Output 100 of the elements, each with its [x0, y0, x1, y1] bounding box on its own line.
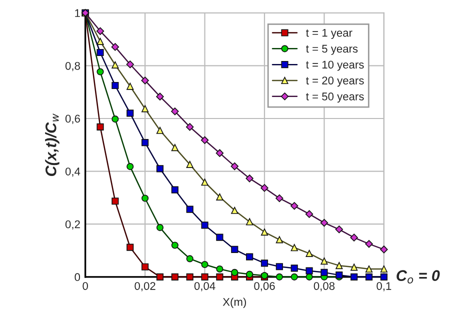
- y-tick-label: 0,8: [65, 62, 80, 72]
- point: [246, 253, 254, 260]
- point: [246, 174, 254, 182]
- point: [276, 236, 283, 244]
- y-axis-title: C(x,t)/C$_{w}$: [45, 114, 60, 176]
- point: [216, 273, 224, 280]
- point: [201, 222, 208, 229]
- point: [111, 43, 120, 51]
- point: [186, 273, 194, 280]
- point: [96, 68, 104, 76]
- x-tick-label: 0: [82, 282, 88, 290]
- point: [335, 226, 344, 234]
- point: [320, 258, 328, 265]
- x-tick-label: 0,1: [376, 282, 392, 292]
- point: [201, 260, 208, 268]
- point: [305, 210, 314, 218]
- point: [200, 136, 209, 144]
- point: [365, 265, 373, 273]
- text: C$_{o}$ = 0: [396, 270, 440, 284]
- legend-label: t = 5 years: [306, 44, 358, 55]
- point: [156, 126, 164, 134]
- point: [171, 144, 178, 152]
- point: [96, 123, 104, 130]
- point: [216, 149, 224, 157]
- point: [365, 273, 373, 280]
- point: [186, 123, 194, 131]
- point: [112, 198, 119, 205]
- point: [171, 242, 178, 249]
- point: [260, 228, 268, 236]
- point: [350, 273, 358, 280]
- point: [171, 108, 179, 116]
- point: [156, 92, 164, 100]
- legend-label: t = 10 years: [306, 60, 364, 71]
- point: [142, 263, 149, 270]
- point: [350, 264, 358, 271]
- point: [290, 202, 298, 210]
- point: [336, 262, 343, 270]
- point: [246, 218, 254, 226]
- x-tick-label: 0,06: [254, 282, 275, 292]
- point: [126, 163, 134, 170]
- point: [142, 194, 149, 202]
- x-tick-label: 0,02: [134, 282, 156, 292]
- point: [112, 61, 119, 68]
- y-tick-label: 1: [75, 9, 80, 17]
- y-tick-label: 0,2: [65, 220, 80, 230]
- point: [290, 273, 298, 280]
- point: [126, 82, 134, 90]
- point: [320, 218, 328, 227]
- point: [231, 268, 238, 276]
- point: [216, 234, 224, 241]
- point: [380, 265, 388, 273]
- x-tick-label: 0,04: [194, 282, 216, 292]
- point: [306, 273, 313, 280]
- point: [112, 115, 119, 123]
- point: [96, 38, 104, 45]
- point: [201, 273, 208, 280]
- point: [231, 246, 238, 254]
- point: [142, 105, 149, 112]
- y-tick-label: 0: [74, 273, 80, 282]
- point: [126, 110, 134, 117]
- point: [320, 268, 328, 276]
- point: [126, 60, 134, 68]
- point: [380, 273, 388, 280]
- point: [171, 273, 178, 280]
- point: [350, 234, 358, 242]
- legend-label: t = 1 year: [306, 28, 352, 39]
- point: [96, 48, 104, 56]
- x-axis-title: X(m): [222, 298, 246, 308]
- point: [171, 186, 178, 194]
- point: [260, 260, 268, 267]
- point: [186, 255, 194, 262]
- point: [380, 246, 388, 254]
- point: [96, 27, 104, 35]
- point: [276, 273, 283, 280]
- point: [306, 267, 313, 274]
- point: [201, 178, 208, 186]
- point: [126, 244, 134, 251]
- point: [216, 193, 224, 200]
- point: [142, 138, 149, 146]
- point: [141, 76, 149, 84]
- legend-label: t = 50 years: [306, 92, 364, 103]
- point: [156, 273, 164, 280]
- point: [276, 263, 283, 270]
- point: [186, 160, 194, 168]
- point: [260, 184, 268, 192]
- point: [231, 206, 238, 214]
- point: [290, 244, 298, 252]
- point: [306, 250, 313, 257]
- y-tick-label: 0,6: [65, 114, 80, 124]
- legend-label: t = 20 years: [306, 76, 364, 87]
- point: [246, 270, 254, 278]
- point: [230, 162, 238, 170]
- point: [365, 240, 373, 248]
- point: [290, 264, 298, 272]
- point: [156, 165, 164, 172]
- point: [112, 82, 119, 90]
- x-tick-label: 0,08: [314, 282, 335, 292]
- y-tick-label: 0,4: [65, 168, 80, 177]
- point: [156, 224, 164, 232]
- point: [276, 194, 284, 202]
